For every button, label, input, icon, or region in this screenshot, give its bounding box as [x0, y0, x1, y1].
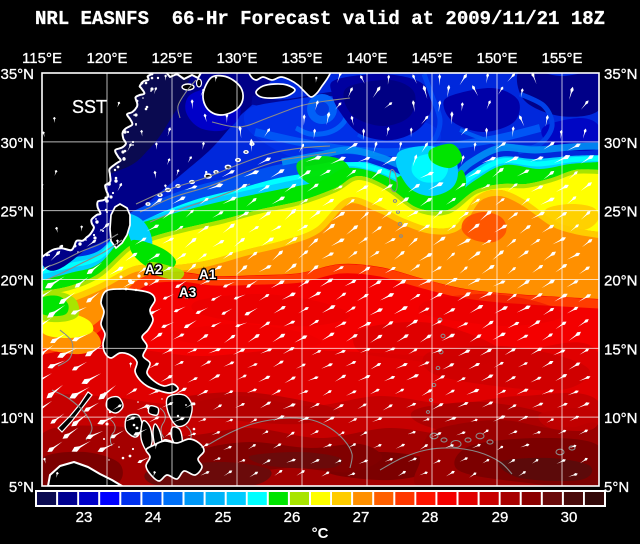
svg-text:20°N: 20°N [0, 272, 34, 289]
svg-text:A2: A2 [145, 262, 162, 277]
svg-text:130°E: 130°E [216, 50, 257, 67]
svg-text:24: 24 [145, 509, 162, 526]
svg-text:20°N: 20°N [604, 272, 638, 289]
svg-text:5°N: 5°N [9, 479, 34, 496]
svg-text:25: 25 [215, 509, 232, 526]
svg-text:150°E: 150°E [476, 50, 517, 67]
svg-text:NRL EASNFS 66-Hr Forecast val: NRL EASNFS 66-Hr Forecast valid at 2009/… [35, 8, 605, 30]
svg-text:145°E: 145°E [411, 50, 452, 67]
svg-text:10°N: 10°N [604, 410, 638, 427]
svg-text:23: 23 [76, 509, 93, 526]
svg-text:25°N: 25°N [0, 204, 34, 221]
svg-text:10°N: 10°N [0, 410, 34, 427]
svg-text:155°E: 155°E [541, 50, 582, 67]
svg-text:28: 28 [422, 509, 439, 526]
svg-text:5°N: 5°N [604, 479, 629, 496]
svg-text:29: 29 [492, 509, 509, 526]
svg-text:30°N: 30°N [0, 135, 34, 152]
svg-text:15°N: 15°N [0, 341, 34, 358]
svg-text:A3: A3 [179, 285, 197, 300]
svg-text:35°N: 35°N [0, 66, 34, 83]
svg-text:26: 26 [284, 509, 301, 526]
svg-text:A1: A1 [199, 267, 217, 282]
svg-text:125°E: 125°E [151, 50, 192, 67]
svg-text:120°E: 120°E [86, 50, 127, 67]
svg-text:140°E: 140°E [346, 50, 387, 67]
svg-text:27: 27 [353, 509, 370, 526]
svg-text:135°E: 135°E [281, 50, 322, 67]
svg-text:115°E: 115°E [22, 50, 62, 67]
svg-text:°C: °C [312, 525, 329, 542]
svg-text:SST: SST [72, 97, 107, 117]
svg-text:15°N: 15°N [604, 341, 638, 358]
svg-text:35°N: 35°N [604, 66, 638, 83]
svg-text:30°N: 30°N [604, 135, 638, 152]
svg-text:30: 30 [561, 509, 578, 526]
svg-text:25°N: 25°N [604, 204, 638, 221]
